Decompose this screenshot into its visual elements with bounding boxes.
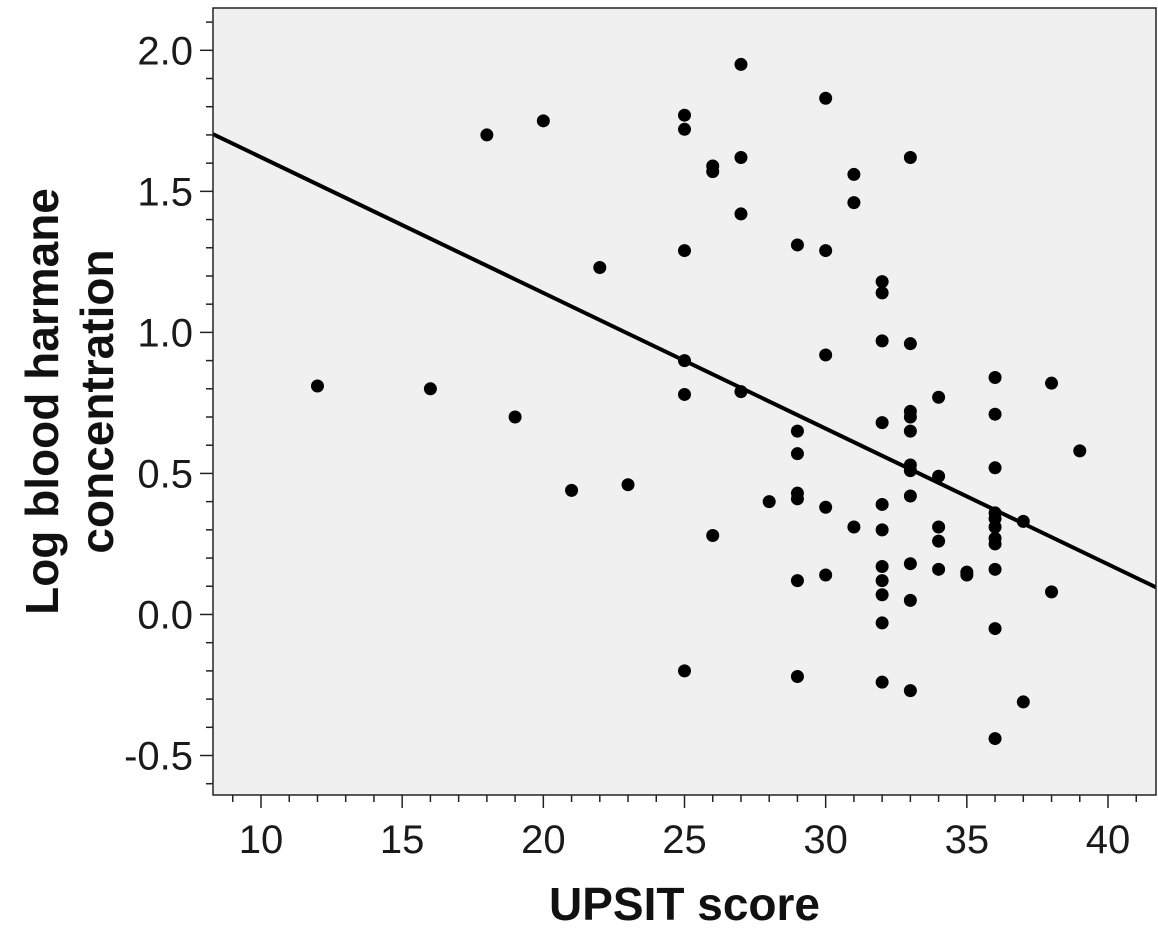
- data-point: [847, 167, 861, 181]
- y-axis-title-line-1: Log blood harmane: [16, 188, 68, 615]
- data-point: [903, 424, 917, 438]
- data-point: [903, 151, 917, 165]
- data-point: [762, 495, 776, 509]
- data-point: [1045, 376, 1059, 390]
- data-point: [1016, 695, 1030, 709]
- data-point: [734, 385, 748, 399]
- data-point: [621, 478, 635, 492]
- data-point: [1073, 444, 1087, 458]
- data-point: [988, 622, 1002, 636]
- x-tick-label: 15: [380, 818, 425, 862]
- data-point: [593, 261, 607, 275]
- y-tick-label: 2.0: [137, 29, 193, 73]
- y-axis-title-line-2: concentration: [71, 249, 123, 553]
- data-point: [903, 593, 917, 607]
- x-tick-label: 30: [803, 818, 848, 862]
- data-point: [903, 684, 917, 698]
- data-point: [932, 562, 946, 576]
- data-point: [903, 557, 917, 571]
- data-point: [819, 568, 833, 582]
- data-point: [875, 523, 889, 537]
- x-tick-label: 25: [662, 818, 707, 862]
- data-point: [819, 244, 833, 258]
- data-point: [790, 424, 804, 438]
- data-point: [1045, 585, 1059, 599]
- data-point: [706, 165, 720, 179]
- data-point: [875, 275, 889, 289]
- data-point: [988, 461, 1002, 475]
- data-point: [988, 732, 1002, 746]
- data-point: [932, 390, 946, 404]
- data-point: [790, 238, 804, 252]
- data-point: [819, 500, 833, 514]
- data-point: [678, 244, 691, 258]
- x-tick-label: 10: [239, 818, 284, 862]
- data-points: [310, 57, 1087, 746]
- data-point: [875, 286, 889, 300]
- y-tick-label: 1.0: [137, 311, 193, 355]
- data-point: [875, 675, 889, 689]
- data-point: [819, 91, 833, 105]
- data-point: [480, 128, 494, 142]
- data-point: [790, 574, 804, 588]
- data-point: [310, 379, 324, 393]
- data-point: [847, 520, 861, 534]
- data-point: [988, 537, 1002, 551]
- data-point: [903, 337, 917, 351]
- data-point: [678, 387, 691, 401]
- data-point: [790, 492, 804, 506]
- data-point: [875, 334, 889, 348]
- data-point: [423, 382, 437, 396]
- y-axis: -0.5 0.0 0.5 1.0 1.5 2.0: [124, 21, 213, 785]
- data-point: [903, 464, 917, 478]
- x-axis-title: UPSIT score: [549, 878, 820, 930]
- x-tick-label: 35: [945, 818, 990, 862]
- y-tick-label: -0.5: [124, 735, 193, 779]
- y-tick-label: 1.5: [137, 170, 193, 214]
- data-point: [875, 560, 889, 574]
- data-point: [734, 207, 748, 221]
- data-point: [932, 534, 946, 548]
- data-point: [678, 122, 691, 136]
- data-point: [903, 489, 917, 503]
- data-point: [988, 407, 1002, 421]
- data-point: [734, 57, 748, 71]
- data-point: [875, 497, 889, 511]
- data-point: [932, 520, 946, 534]
- data-point: [565, 483, 579, 497]
- data-point: [790, 447, 804, 461]
- data-point: [819, 348, 833, 362]
- data-point: [875, 588, 889, 602]
- data-point: [536, 114, 550, 128]
- data-point: [508, 410, 522, 424]
- data-point: [678, 108, 691, 122]
- data-point: [875, 416, 889, 430]
- x-axis: 10 15 20 25 30 35 40: [232, 795, 1137, 862]
- data-point: [903, 410, 917, 424]
- x-tick-label: 40: [1086, 818, 1131, 862]
- data-point: [988, 371, 1002, 385]
- data-point: [678, 664, 691, 678]
- y-tick-label: 0.0: [137, 593, 193, 637]
- data-point: [706, 528, 720, 542]
- data-point: [847, 196, 861, 210]
- data-point: [875, 574, 889, 588]
- data-point: [1016, 514, 1030, 528]
- data-point: [790, 670, 804, 684]
- data-point: [875, 616, 889, 630]
- data-point: [734, 151, 748, 165]
- data-point: [988, 520, 1002, 534]
- data-point: [678, 354, 691, 368]
- data-point: [960, 568, 974, 582]
- data-point: [932, 469, 946, 483]
- plot-area: [213, 8, 1156, 795]
- data-point: [988, 562, 1002, 576]
- x-tick-label: 20: [521, 818, 566, 862]
- y-tick-label: 0.5: [137, 452, 193, 496]
